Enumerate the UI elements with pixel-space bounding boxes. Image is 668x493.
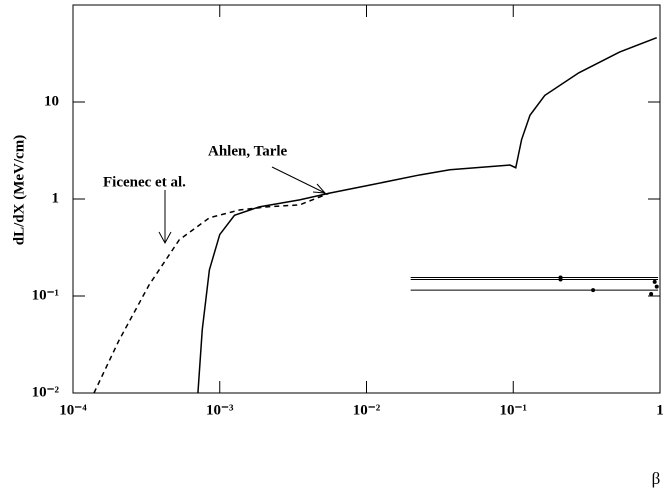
annotation-text: Ficenec et al. bbox=[103, 174, 186, 190]
x-tick-label: 10⁻² bbox=[353, 402, 381, 418]
data-point bbox=[591, 288, 596, 293]
x-tick-label: 10⁻⁴ bbox=[59, 402, 87, 418]
annotation-arrowhead bbox=[312, 183, 327, 194]
data-point bbox=[558, 277, 563, 282]
x-axis-label: β bbox=[652, 469, 661, 488]
plot-frame bbox=[72, 4, 661, 394]
x-tick-label: 1 bbox=[656, 402, 664, 418]
series-line bbox=[197, 37, 658, 394]
annotation-arrowhead bbox=[158, 231, 172, 245]
y-tick-label: 1 bbox=[52, 190, 60, 206]
x-tick-label: 10⁻³ bbox=[206, 402, 234, 418]
series-line bbox=[93, 192, 330, 394]
annotation-text: Ahlen, Tarle bbox=[208, 143, 288, 159]
annotation-arrow bbox=[271, 166, 326, 194]
data-point bbox=[652, 279, 657, 284]
y-tick-label: 10⁻² bbox=[32, 384, 60, 400]
data-point bbox=[654, 284, 659, 289]
y-tick-label: 10⁻¹ bbox=[32, 287, 59, 303]
data-point bbox=[649, 291, 654, 296]
annotation-ahlen: Ahlen, Tarle bbox=[208, 143, 327, 194]
annotation-ficenec: Ficenec et al. bbox=[103, 174, 186, 245]
x-tick-label: 10⁻¹ bbox=[500, 402, 527, 418]
y-axis-label: dL/dX (MeV/cm) bbox=[11, 135, 27, 245]
y-tick-label: 10 bbox=[44, 93, 59, 109]
